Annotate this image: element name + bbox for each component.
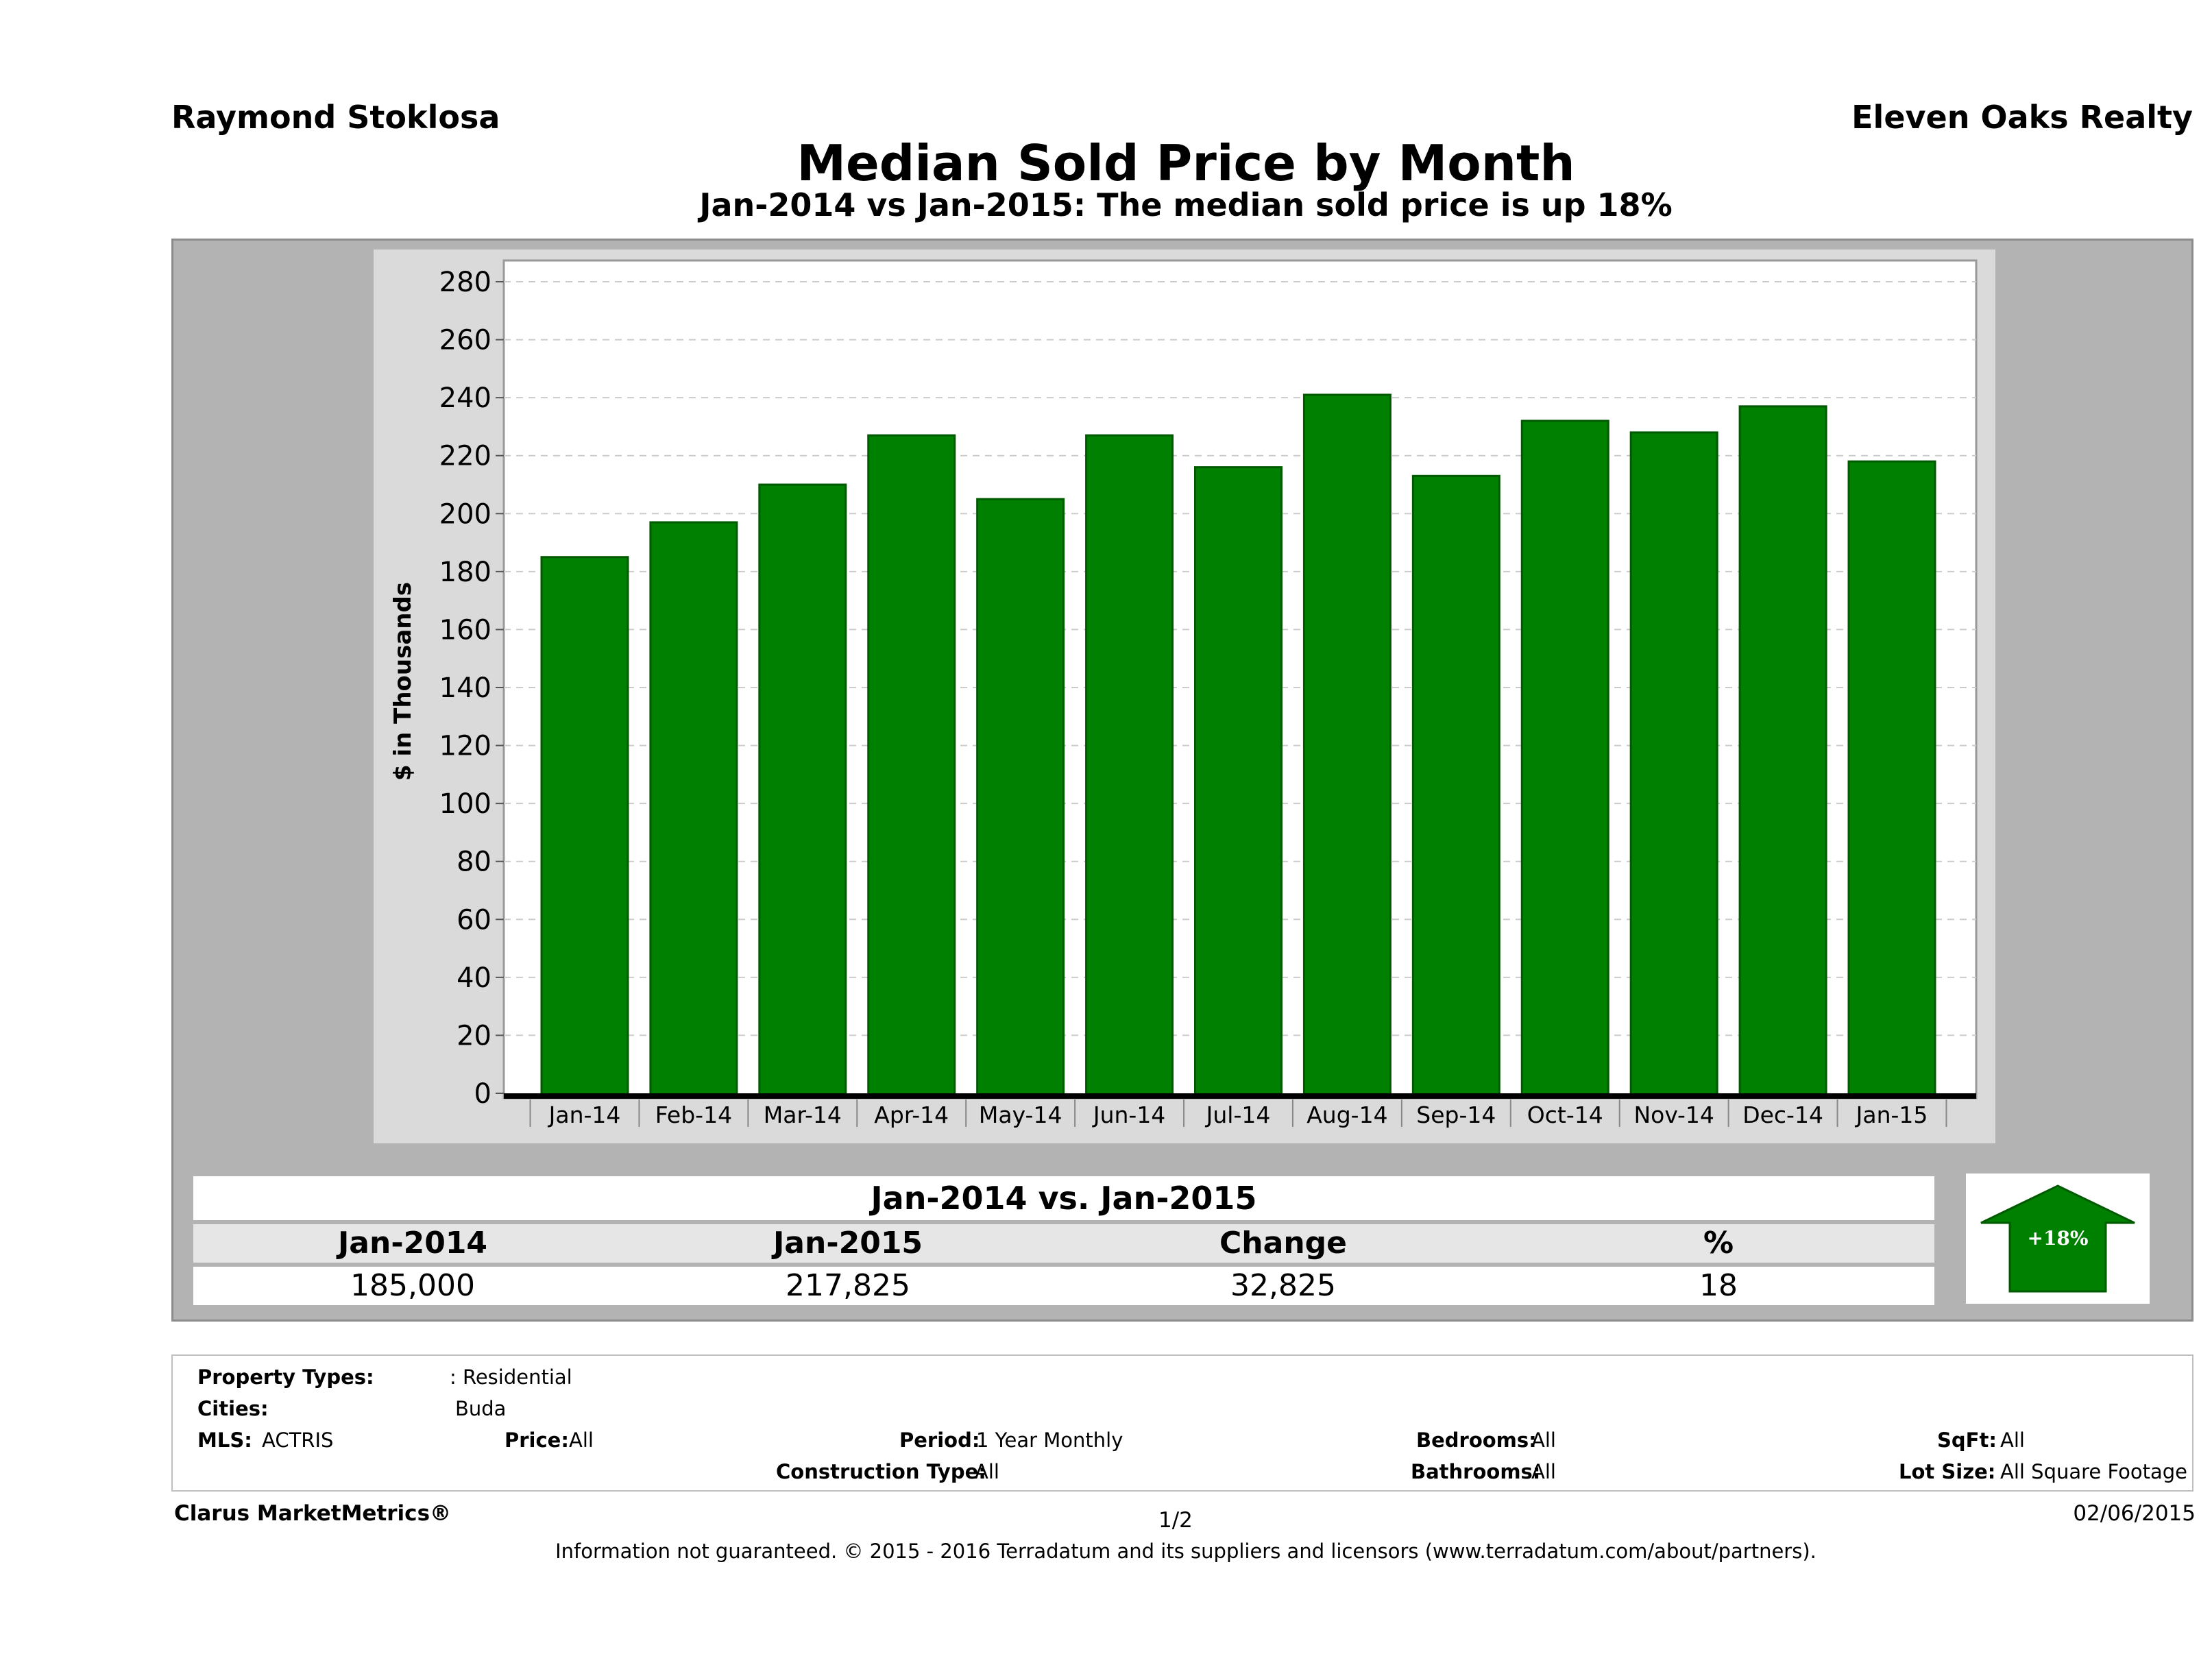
y-tick-label: 40: [457, 962, 491, 994]
bar: [1629, 431, 1718, 1097]
y-tick-label: 240: [439, 382, 491, 414]
value-change: 32,825: [1230, 1268, 1336, 1303]
construction-type-value: All: [975, 1460, 999, 1483]
x-tick-label: Nov-14: [1633, 1102, 1714, 1128]
period-value: 1 Year Monthly: [976, 1428, 1123, 1452]
bedrooms-label: Bedrooms:: [1416, 1428, 1537, 1452]
cities-value: Buda: [455, 1397, 507, 1420]
header-percent: %: [1703, 1226, 1734, 1261]
value-jan-2015: 217,825: [786, 1268, 910, 1303]
bedrooms-value: All: [1531, 1428, 1556, 1452]
x-axis-ticks: Jan-14 Feb-14 Mar-14 Apr-14 May-14 Jun-14 Jul-…: [529, 1099, 1947, 1128]
y-tick-label: 220: [439, 441, 491, 472]
value-percent: 18: [1699, 1268, 1738, 1303]
y-tick-label: 20: [457, 1020, 491, 1051]
bar: [649, 521, 738, 1097]
y-tick-label: 100: [439, 788, 491, 820]
company-name: Eleven Oaks Realty: [1851, 99, 2193, 136]
bar: [1302, 393, 1391, 1097]
bathrooms-value: All: [1531, 1460, 1556, 1483]
property-types-value: : Residential: [450, 1365, 572, 1389]
x-tick-label: Sep-14: [1416, 1102, 1496, 1128]
header-jan-2015: Jan-2015: [773, 1226, 923, 1261]
y-tick-label: 120: [439, 731, 491, 762]
change-badge-box: +18%: [1966, 1174, 2150, 1304]
header-change: Change: [1219, 1226, 1347, 1261]
x-tick-label: Jul-14: [1205, 1102, 1271, 1128]
up-arrow-icon: +18%: [1980, 1184, 2135, 1293]
y-tick-label: 160: [439, 614, 491, 646]
change-badge-text: +18%: [2027, 1227, 2088, 1250]
bar-chart: 020406080100120140160180200220240260280 …: [374, 250, 1995, 1143]
x-tick-label: Feb-14: [655, 1102, 732, 1128]
property-types-label: Property Types:: [197, 1365, 374, 1389]
y-tick-label: 260: [439, 325, 491, 356]
grid-lines: [504, 281, 1976, 1036]
chart-title: Median Sold Price by Month: [797, 134, 1575, 192]
bathrooms-label: Bathrooms:: [1411, 1460, 1541, 1483]
x-tick-label: Jan-15: [1855, 1102, 1928, 1128]
x-tick-label: Dec-14: [1742, 1102, 1823, 1128]
bar: [1411, 474, 1500, 1097]
comparison-value-row: 185,000 217,825 32,825 18: [193, 1267, 1934, 1305]
lot-size-value: All Square Footage: [2000, 1460, 2188, 1483]
sqft-value: All: [2000, 1428, 2025, 1452]
comparison-title: Jan-2014 vs. Jan-2015: [193, 1176, 1934, 1220]
chart-subtitle: Jan-2014 vs Jan-2015: The median sold pr…: [699, 186, 1673, 223]
y-axis-ticks: 0 20 40 60 80 100 120 140 160 180 200 220 240 260 280: [439, 267, 504, 1110]
value-jan-2014: 185,000: [350, 1268, 475, 1303]
x-tick-label: Apr-14: [874, 1102, 949, 1128]
x-tick-label: Mar-14: [764, 1102, 842, 1128]
mls-value: ACTRIS: [262, 1428, 334, 1452]
price-value: All: [569, 1428, 594, 1452]
bar: [1085, 434, 1174, 1097]
sqft-label: SqFt:: [1937, 1428, 1997, 1452]
mls-label: MLS:: [197, 1428, 252, 1452]
y-tick-label: 200: [439, 498, 491, 530]
x-tick-label: Oct-14: [1527, 1102, 1603, 1128]
construction-type-label: Construction Type:: [776, 1460, 986, 1483]
bar: [1194, 466, 1283, 1097]
filter-summary: Property Types: : Residential Cities: Bu…: [171, 1354, 2193, 1492]
period-label: Period:: [899, 1428, 980, 1452]
page-number: 1/2: [1158, 1508, 1193, 1533]
y-axis-label: $ in Thousands: [389, 582, 417, 781]
y-tick-label: 80: [457, 847, 491, 878]
header-jan-2014: Jan-2014: [337, 1226, 488, 1261]
bars: [540, 393, 1936, 1097]
y-tick-label: 180: [439, 557, 491, 588]
y-tick-label: 60: [457, 904, 491, 936]
lot-size-label: Lot Size:: [1899, 1460, 1996, 1483]
x-tick-label: Jun-14: [1092, 1102, 1165, 1128]
x-tick-label: May-14: [979, 1102, 1062, 1128]
cities-label: Cities:: [197, 1397, 269, 1420]
comparison-header-row: Jan-2014 Jan-2015 Change %: [193, 1224, 1934, 1263]
bar: [976, 498, 1065, 1097]
bar: [758, 483, 847, 1097]
footer-brand: Clarus MarketMetrics®: [174, 1501, 452, 1526]
bar: [1520, 420, 1609, 1097]
y-tick-label: 0: [474, 1078, 491, 1110]
bar: [867, 434, 956, 1097]
agent-name: Raymond Stoklosa: [171, 99, 500, 136]
x-tick-label: Aug-14: [1306, 1102, 1387, 1128]
bar: [1738, 405, 1827, 1097]
bar: [1847, 460, 1936, 1097]
x-tick-label: Jan-14: [548, 1102, 621, 1128]
disclaimer: Information not guaranteed. © 2015 - 201…: [555, 1540, 1816, 1563]
bar: [540, 556, 629, 1097]
y-tick-label: 140: [439, 672, 491, 704]
y-tick-label: 280: [439, 267, 491, 298]
report-date: 02/06/2015: [2073, 1501, 2196, 1526]
price-label: Price:: [505, 1428, 569, 1452]
